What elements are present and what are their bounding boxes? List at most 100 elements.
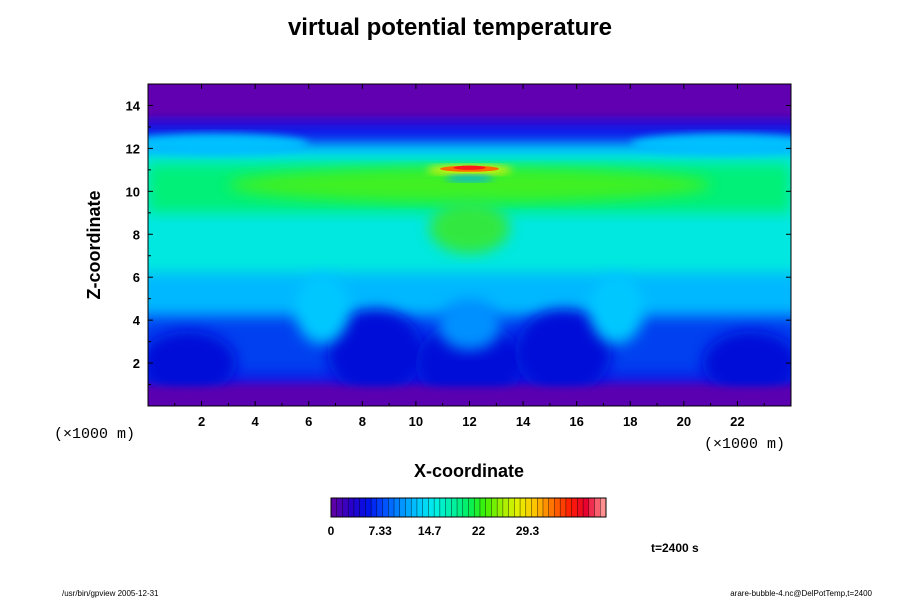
y-unit-label: (×1000 m) [704,436,785,453]
field-top-purple [148,84,791,115]
colorbar-cell [474,498,481,517]
colorbar-cell [583,498,590,517]
colorbar-ticks: 0 7.33 14.7 22 29.3 [328,524,540,538]
colorbar-cell [594,498,601,517]
colorbar-tick-label: 7.33 [368,524,392,538]
field-hot-red [453,165,486,170]
y-tick-label: 6 [133,270,140,285]
y-axis-label: Z-coordinate [84,190,104,299]
field-plume-mid [437,298,502,351]
colorbar-cell [342,498,349,517]
colorbar-cell [457,498,464,517]
field-right-arc [630,133,791,155]
colorbar-cell [548,498,555,517]
colorbar-cell [434,498,441,517]
colorbar-cell [336,498,343,517]
colorbar-cell [554,498,561,517]
colorbar-cell [491,498,498,517]
colorbar-cell [468,498,475,517]
colorbar-cell [371,498,378,517]
x-tick-label: 16 [569,414,583,429]
x-tick-label: 22 [730,414,744,429]
x-tick-label: 12 [462,414,476,429]
heatmap-field [148,84,791,406]
colorbar-cell [439,498,447,517]
field-bottom-dark-1 [327,309,424,396]
footer-right: arare-bubble-4.nc@DelPotTemp,t=2400 [730,589,872,598]
colorbar [330,497,607,518]
colorbar-cell [416,498,424,517]
y-tick-label: 14 [126,98,141,113]
colorbar-cell [388,498,395,517]
colorbar-cell [394,498,401,517]
field-left-arc [148,133,309,155]
x-tick-label: 4 [252,414,260,429]
colorbar-cell [588,498,596,517]
x-tick-label: 8 [359,414,366,429]
field-plume-left [295,275,349,344]
colorbar-cell [348,498,355,517]
colorbar-cell [485,498,492,517]
colorbar-tick-label: 14.7 [418,524,442,538]
field-bottom-dark-4 [148,330,237,396]
colorbar-cell [445,498,452,517]
colorbar-cell [514,498,521,517]
x-tick-label: 10 [409,414,423,429]
colorbar-cell [411,498,418,517]
time-label: t=2400 s [651,541,699,555]
colorbar-cell [537,498,544,517]
colorbar-cell [560,498,567,517]
colorbar-tick-label: 29.3 [516,524,540,538]
colorbar-cell [531,498,538,517]
field-plume-right [590,275,644,344]
colorbar-cell [382,498,389,517]
y-tick-label: 4 [133,313,141,328]
field-bottom-dark-2 [415,320,524,406]
colorbar-cell [479,498,487,517]
x-tick-label: 18 [623,414,637,429]
colorbar-cell [451,498,458,517]
x-axis-label: X-coordinate [414,461,524,481]
footer-left: /usr/bin/gpview 2005-12-31 [62,589,159,598]
colorbar-cell [520,498,527,517]
chart-title: virtual potential temperature [287,14,613,41]
colorbar-cell [365,498,372,517]
colorbar-tick-label: 0 [328,524,335,538]
colorbar-cell [428,498,435,517]
colorbar-cell [525,498,533,517]
y-tick-label: 12 [126,141,140,156]
colorbar-cell [502,498,510,517]
colorbar-cell [405,498,412,517]
x-tick-label: 6 [305,414,312,429]
colorbar-cell [376,498,384,517]
colorbar-cell [497,498,504,517]
colorbar-cell [353,498,361,517]
colorbar-cell [508,498,515,517]
y-tick-label: 8 [133,227,140,242]
x-tick-label: 20 [677,414,691,429]
y-tick-label: 10 [126,184,140,199]
y-axis: 2 4 6 8 10 12 14 [126,98,791,386]
x-axis: 2 4 6 8 10 12 14 16 18 20 22 [174,84,765,429]
colorbar-cell [422,498,429,517]
colorbar-cell [399,498,406,517]
colorbar-cell [331,498,338,517]
colorbar-cell [577,498,584,517]
colorbar-cell [542,498,550,517]
x-tick-label: 14 [516,414,531,429]
y-tick-label: 2 [133,356,140,371]
colorbar-cell [359,498,366,517]
field-bottom-dark-5 [702,330,791,396]
colorbar-cell [462,498,469,517]
colorbar-frame [330,497,607,518]
field-hot-under [445,175,494,182]
colorbar-tick-label: 22 [472,524,486,538]
colorbar-cell [571,498,578,517]
field-bottom-dark-3 [515,309,612,396]
field-upper-green [228,167,711,203]
x-tick-label: 2 [198,414,205,429]
field-center-green [429,202,510,254]
colorbar-cell [600,498,607,517]
x-unit-label: (×1000 m) [54,426,135,443]
